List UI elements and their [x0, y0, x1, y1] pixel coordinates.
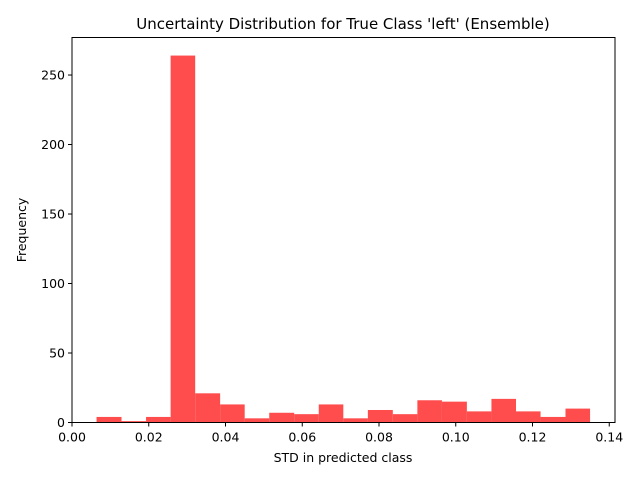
histogram-bar-19: [565, 408, 591, 423]
histogram-bar-18: [540, 416, 566, 423]
histogram-bar-9: [318, 404, 344, 423]
x-tick-label: 0.12: [519, 430, 547, 445]
x-tick-label: 0.10: [442, 430, 470, 445]
x-tick-label: 0.06: [288, 430, 316, 445]
histogram-bar-4: [195, 393, 221, 423]
y-axis-label: Frequency: [14, 197, 29, 262]
histogram-bars: [96, 55, 591, 423]
histogram-bar-0: [96, 416, 122, 423]
histogram-bar-13: [417, 400, 442, 423]
histogram-bar-11: [367, 409, 393, 423]
y-axis-ticks: 0 50 100 150 200 250: [41, 68, 72, 430]
y-tick-label: 200: [41, 137, 65, 152]
x-tick-label: 0.02: [135, 430, 163, 445]
histogram-bar-8: [294, 414, 319, 423]
histogram-bar-3: [170, 55, 196, 423]
histogram-bar-2: [146, 416, 171, 423]
y-tick-label: 50: [49, 346, 65, 361]
histogram-bar-17: [515, 411, 541, 423]
histogram-bar-15: [466, 411, 492, 423]
histogram-bar-10: [343, 418, 368, 423]
x-tick-label: 0.08: [365, 430, 393, 445]
histogram-bar-12: [392, 414, 418, 423]
x-axis-ticks: 0.00 0.02 0.04 0.06 0.08 0.10 0.12 0.14: [58, 422, 623, 445]
y-tick-label: 250: [41, 68, 65, 83]
histogram-bar-7: [269, 412, 295, 423]
chart-title: Uncertainty Distribution for True Class …: [136, 15, 550, 33]
y-tick-label: 150: [41, 207, 65, 222]
histogram-bar-1: [121, 421, 147, 423]
x-axis-label: STD in predicted class: [274, 450, 413, 465]
y-tick-label: 0: [57, 415, 65, 430]
plot-frame: [71, 37, 616, 423]
histogram-bar-16: [491, 398, 516, 423]
histogram-bar-14: [441, 401, 467, 423]
x-tick-label: 0.00: [58, 430, 86, 445]
x-tick-label: 0.14: [595, 430, 623, 445]
y-tick-label: 100: [41, 276, 65, 291]
histogram-bar-6: [244, 418, 270, 423]
x-tick-label: 0.04: [212, 430, 240, 445]
histogram-bar-5: [220, 404, 245, 423]
